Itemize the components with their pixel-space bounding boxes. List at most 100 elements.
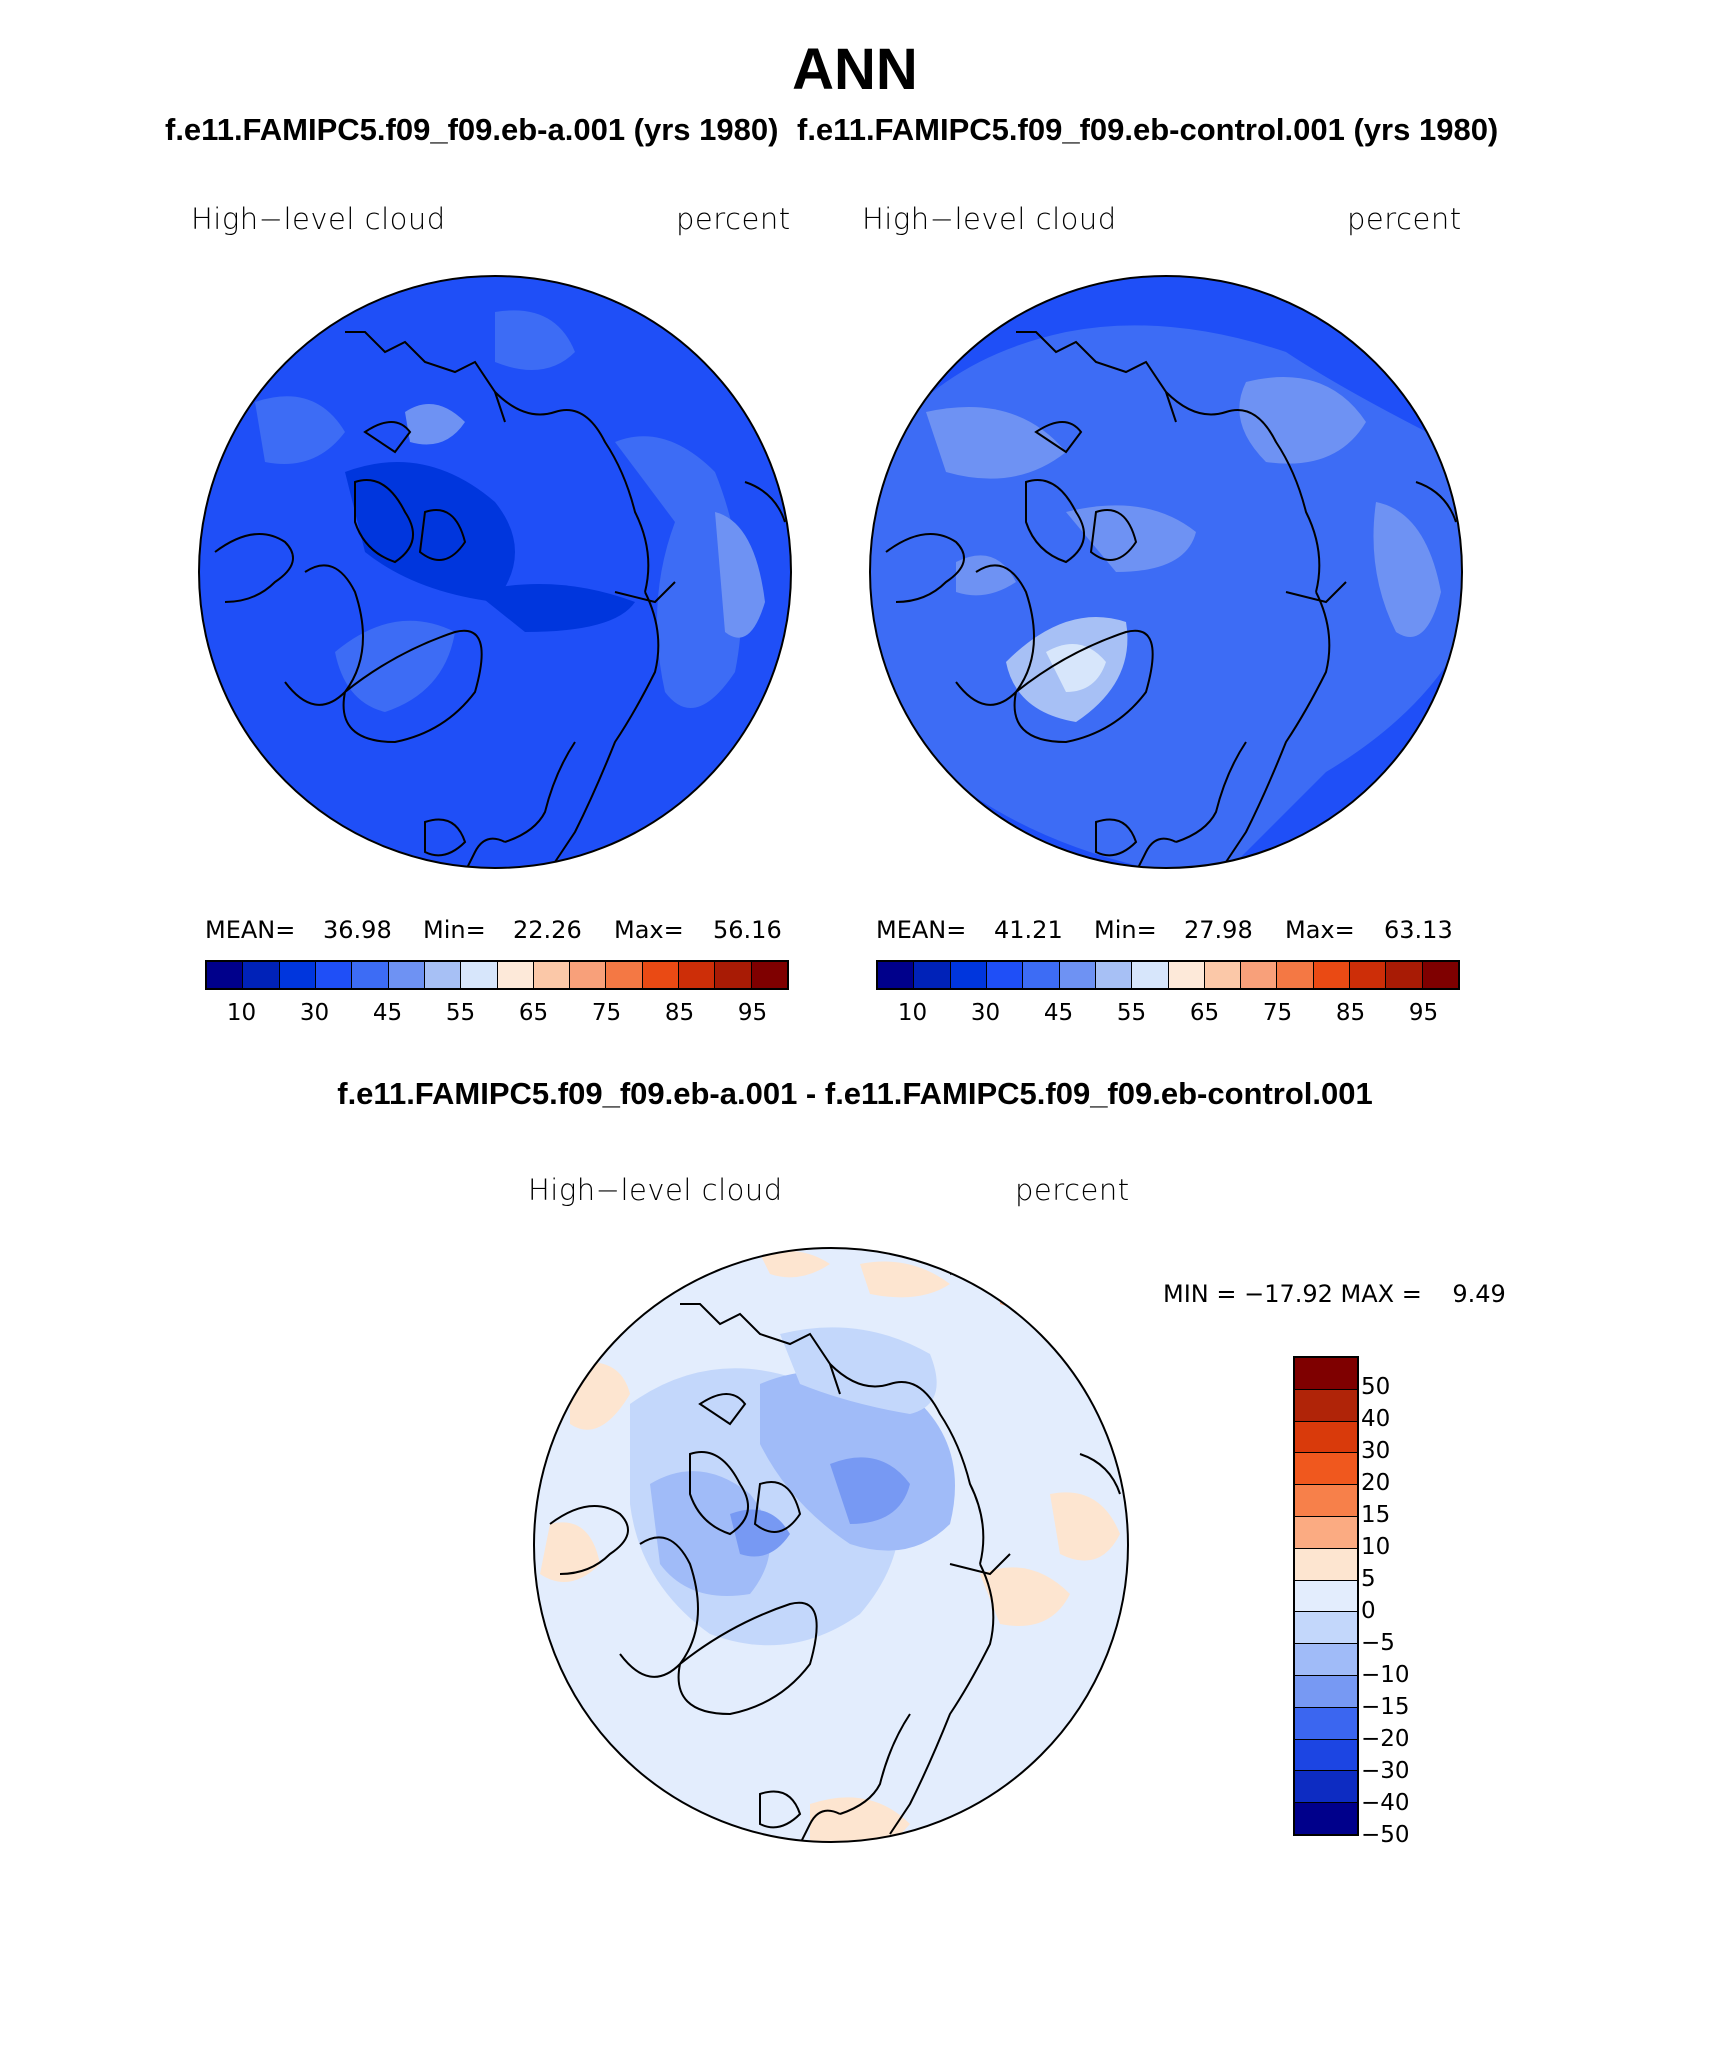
- panel-b-min-label: Min=: [1094, 916, 1157, 944]
- panel-b-colorbar-swatch: [1023, 962, 1060, 988]
- panel-b-colorbar-swatch: [950, 962, 987, 988]
- diff-min-max: MIN = −17.92 MAX = 9.49: [1163, 1280, 1506, 1308]
- diff-colorbar-tick-label: −40: [1361, 1790, 1410, 1816]
- panel-b-colorbar-tick-label: 10: [897, 1000, 928, 1026]
- diff-colorbar-swatch: [1295, 1516, 1357, 1549]
- panel-a-map: [198, 275, 792, 869]
- panel-b-colorbar-swatch: [1095, 962, 1133, 988]
- panel-a-colorbar-swatch: [207, 962, 244, 988]
- diff-colorbar-tick-label: 20: [1361, 1470, 1391, 1496]
- figure-title: ANN: [792, 37, 918, 102]
- panel-a-colorbar-tick-label: 95: [737, 1000, 768, 1026]
- panel-a-colorbar-swatch: [243, 962, 280, 988]
- panel-a-max-value: 56.16: [713, 916, 782, 944]
- diff-variable: High−level cloud: [528, 1173, 783, 1207]
- panel-a-colorbar-swatch: [715, 962, 752, 988]
- panel-b-colorbar-tick-label: 65: [1189, 1000, 1220, 1026]
- panel-b-mean-label: MEAN=: [876, 916, 967, 944]
- diff-colorbar-tick-label: 50: [1361, 1374, 1391, 1400]
- panel-b-colorbar-swatch: [878, 962, 915, 988]
- diff-colorbar-tick-label: −30: [1361, 1758, 1410, 1784]
- panel-b-colorbar-tick-label: 45: [1043, 1000, 1074, 1026]
- case-a-title: f.e11.FAMIPC5.f09_f09.eb-a.001 (yrs 1980…: [165, 112, 779, 147]
- panel-b-colorbar-ticks: 10 30 45 55 65 75 85 95: [876, 1000, 1460, 1030]
- panel-b-colorbar-swatch: [1168, 962, 1205, 988]
- panel-a-colorbar-swatch: [497, 962, 534, 988]
- panel-b-colorbar: [876, 960, 1460, 990]
- panel-a-colorbar-swatch: [424, 962, 462, 988]
- panel-a-colorbar-swatch: [279, 962, 316, 988]
- panel-a-colorbar-swatch: [388, 962, 425, 988]
- diff-colorbar-swatch: [1295, 1389, 1357, 1422]
- diff-colorbar-swatch: [1295, 1580, 1357, 1613]
- panel-b-colorbar-swatch: [1350, 962, 1387, 988]
- panel-a-colorbar-swatch: [751, 962, 787, 988]
- diff-colorbar-tick-label: −5: [1361, 1630, 1395, 1656]
- panel-b-colorbar-swatch: [986, 962, 1024, 988]
- diff-colorbar-tick-label: 30: [1361, 1438, 1391, 1464]
- panel-a-colorbar: [205, 960, 789, 990]
- diff-colorbar-swatch: [1295, 1358, 1357, 1390]
- diff-colorbar-tick-label: 40: [1361, 1406, 1391, 1432]
- panel-a-colorbar-ticks: 10 30 45 55 65 75 85 95: [205, 1000, 789, 1030]
- panel-a-colorbar-swatch: [315, 962, 353, 988]
- panel-b-colorbar-tick-label: 55: [1116, 1000, 1147, 1026]
- panel-b-variable: High−level cloud: [862, 202, 1117, 236]
- panel-a-colorbar-tick-label: 65: [518, 1000, 549, 1026]
- diff-colorbar-swatch: [1295, 1644, 1357, 1676]
- panel-a-units: percent: [676, 202, 791, 236]
- panel-a-colorbar-swatch: [461, 962, 498, 988]
- panel-b-colorbar-swatch: [1313, 962, 1351, 988]
- panel-a-min-value: 22.26: [513, 916, 582, 944]
- panel-b-colorbar-swatch: [1386, 962, 1423, 988]
- panel-a-mean-value: 36.98: [323, 916, 392, 944]
- panel-b-colorbar-tick-label: 75: [1262, 1000, 1293, 1026]
- diff-colorbar-tick-label: −20: [1361, 1726, 1410, 1752]
- panel-a-colorbar-swatch: [352, 962, 389, 988]
- panel-b-mean-value: 41.21: [994, 916, 1063, 944]
- panel-a-colorbar-swatch: [642, 962, 680, 988]
- panel-b-max-label: Max=: [1285, 916, 1355, 944]
- panel-a-colorbar-tick-label: 30: [299, 1000, 330, 1026]
- diff-colorbar-swatch: [1295, 1485, 1357, 1517]
- diff-title: f.e11.FAMIPC5.f09_f09.eb-a.001 - f.e11.F…: [337, 1076, 1373, 1111]
- diff-colorbar-swatch: [1295, 1707, 1357, 1740]
- panel-b-min-value: 27.98: [1184, 916, 1253, 944]
- panel-a-colorbar-tick-label: 55: [445, 1000, 476, 1026]
- diff-colorbar-tick-label: 15: [1361, 1502, 1391, 1528]
- panel-a-mean-label: MEAN=: [205, 916, 296, 944]
- panel-a-variable: High−level cloud: [191, 202, 446, 236]
- panel-a-min-label: Min=: [423, 916, 486, 944]
- panel-b-max-value: 63.13: [1384, 916, 1453, 944]
- panel-a-max-label: Max=: [614, 916, 684, 944]
- diff-colorbar-swatch: [1295, 1675, 1357, 1708]
- panel-b-colorbar-swatch: [914, 962, 951, 988]
- case-b-title: f.e11.FAMIPC5.f09_f09.eb-control.001 (yr…: [797, 112, 1499, 147]
- diff-colorbar-swatch: [1295, 1739, 1357, 1772]
- panel-a-colorbar-swatch: [533, 962, 571, 988]
- diff-colorbar-swatch: [1295, 1548, 1357, 1581]
- diff-colorbar-swatch: [1295, 1421, 1357, 1454]
- panel-b-colorbar-tick-label: 85: [1335, 1000, 1366, 1026]
- panel-b-colorbar-swatch: [1241, 962, 1278, 988]
- diff-colorbar-tick-label: −15: [1361, 1694, 1410, 1720]
- panel-a-colorbar-swatch: [570, 962, 607, 988]
- panel-a-colorbar-tick-label: 10: [226, 1000, 257, 1026]
- panel-a-colorbar-swatch: [606, 962, 643, 988]
- diff-map: [533, 1247, 1129, 1843]
- diff-colorbar-tick-label: 10: [1361, 1534, 1391, 1560]
- panel-b-map: [869, 275, 1463, 869]
- diff-colorbar-tick-label: −50: [1361, 1822, 1410, 1848]
- panel-b-colorbar-swatch: [1059, 962, 1096, 988]
- panel-b-colorbar-swatch: [1132, 962, 1169, 988]
- panel-b-colorbar-tick-label: 30: [970, 1000, 1001, 1026]
- diff-colorbar: [1293, 1356, 1359, 1836]
- panel-a-colorbar-tick-label: 45: [372, 1000, 403, 1026]
- panel-a-colorbar-tick-label: 85: [664, 1000, 695, 1026]
- diff-colorbar-tick-label: −10: [1361, 1662, 1410, 1688]
- panel-a-colorbar-tick-label: 75: [591, 1000, 622, 1026]
- diff-colorbar-swatch: [1295, 1612, 1357, 1645]
- panel-b-colorbar-swatch: [1277, 962, 1314, 988]
- diff-colorbar-swatch: [1295, 1453, 1357, 1486]
- diff-units: percent: [1015, 1173, 1130, 1207]
